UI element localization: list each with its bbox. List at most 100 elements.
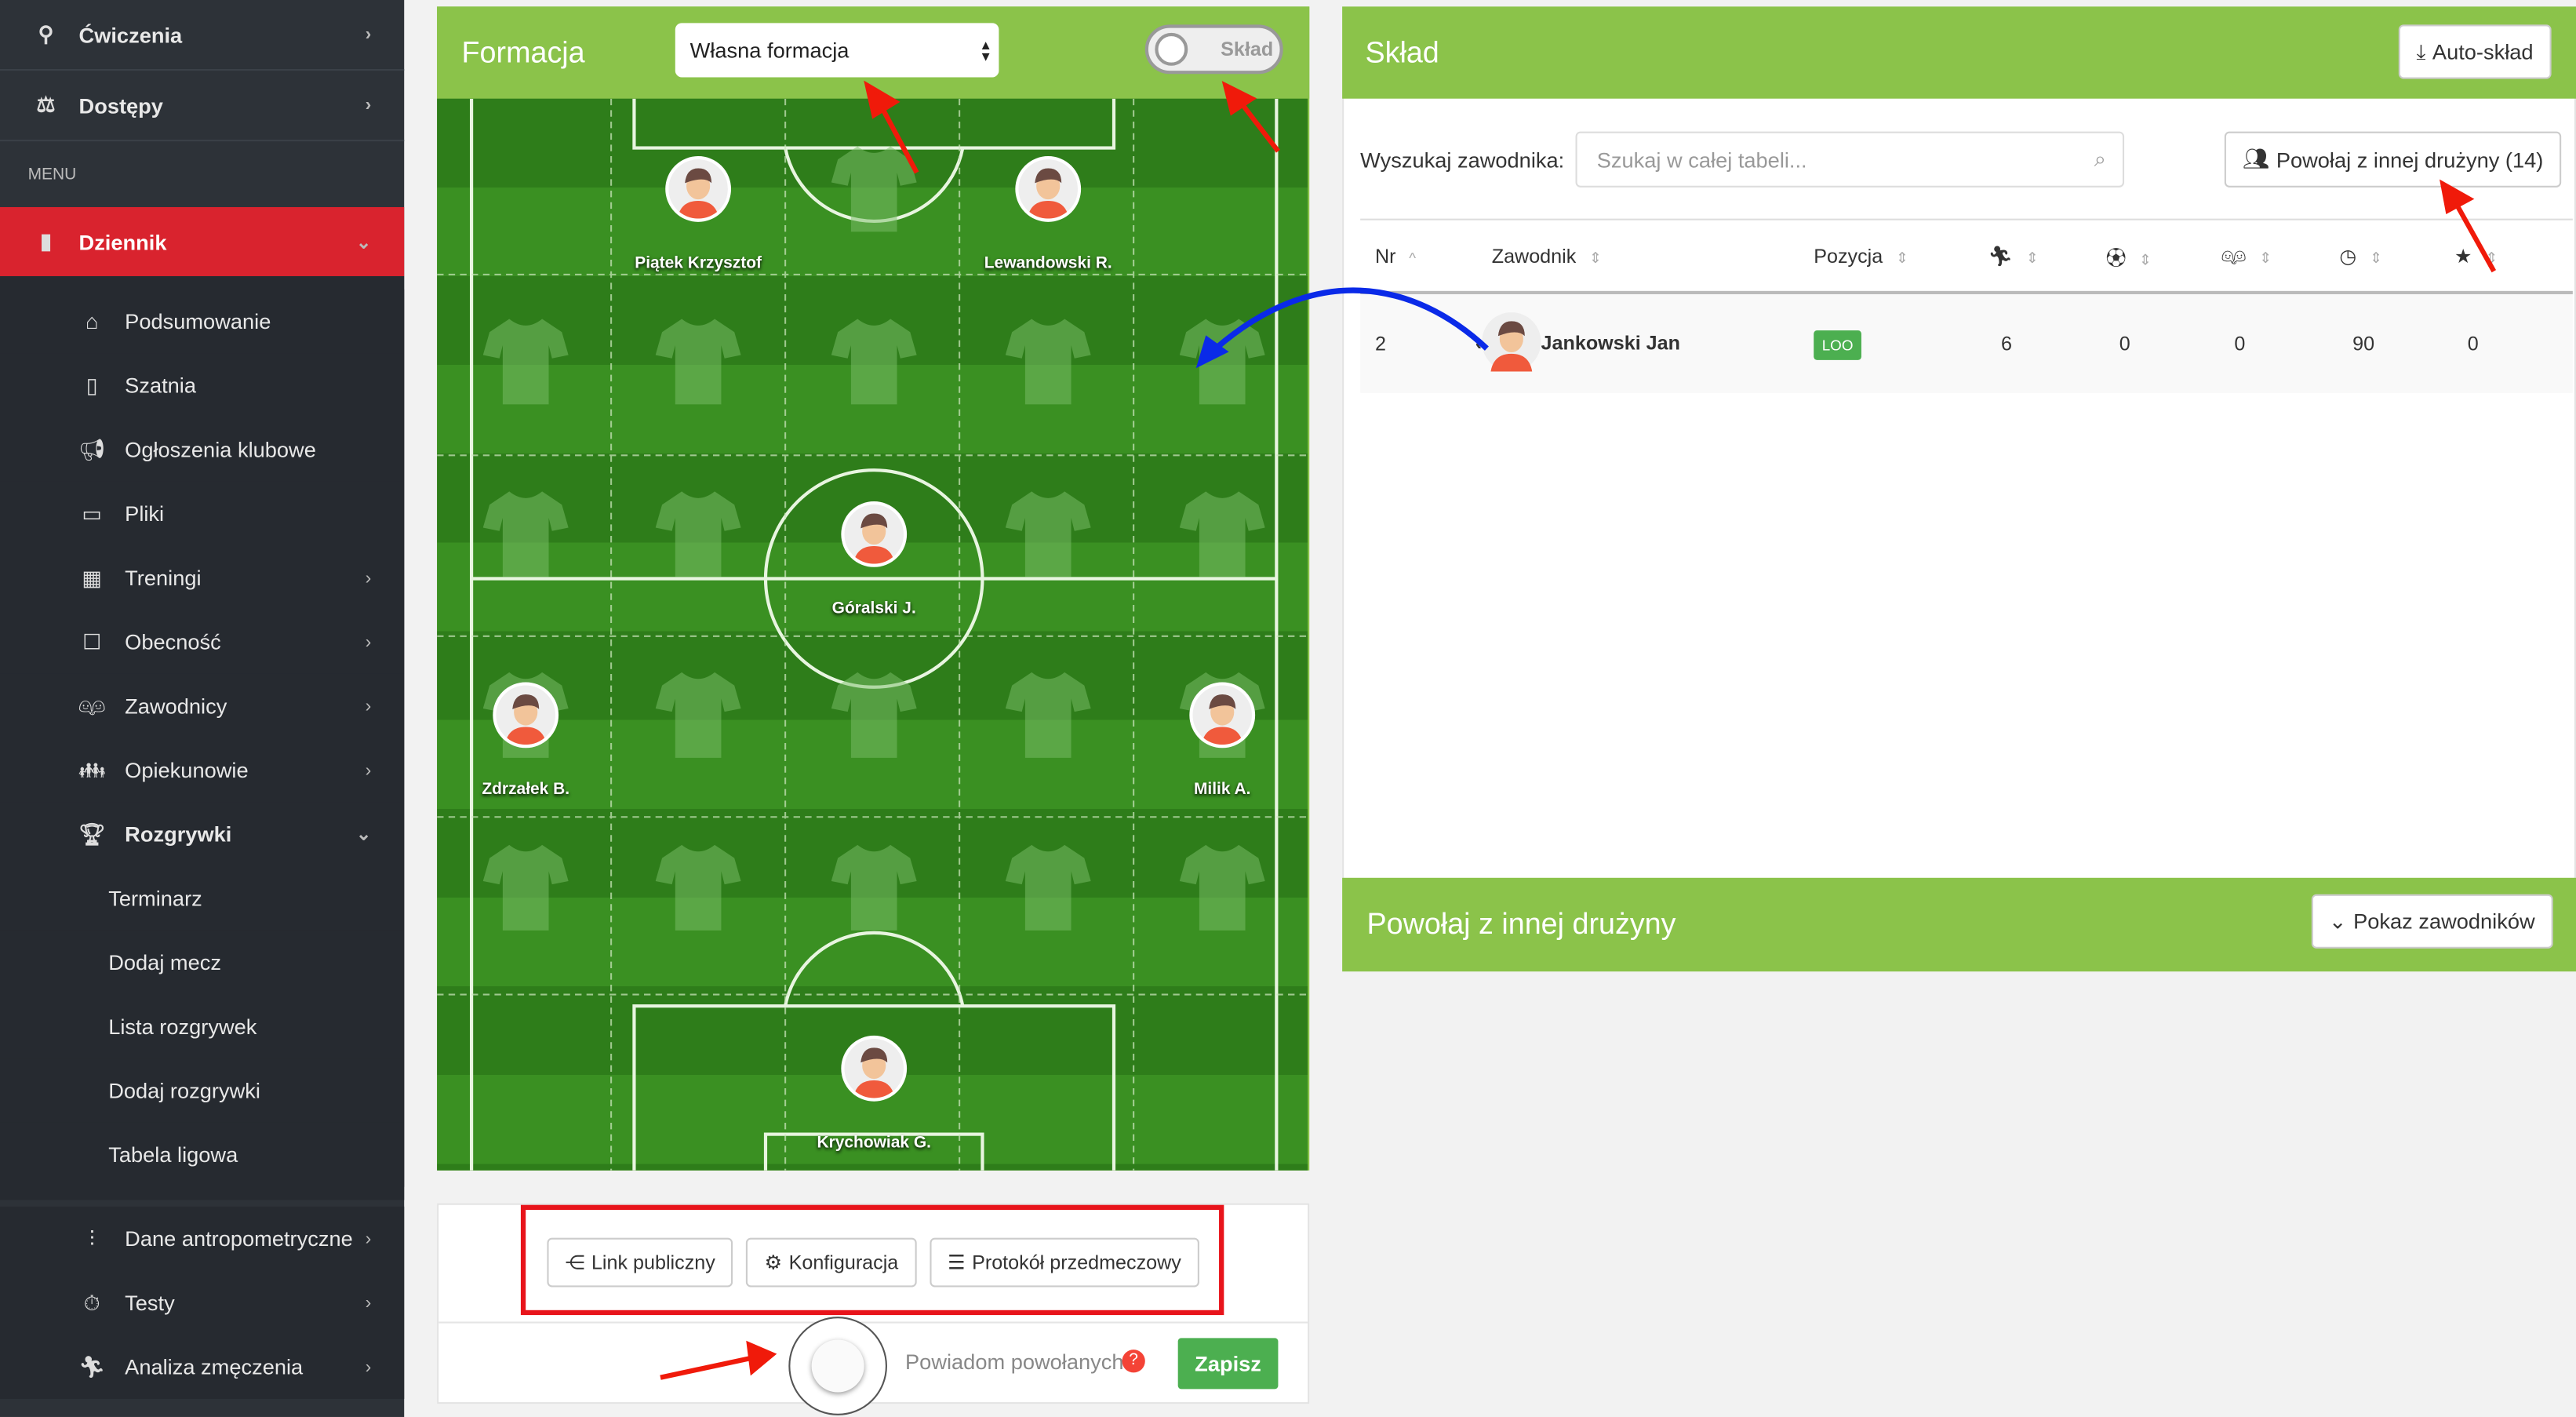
empty-position-jersey[interactable] [482, 315, 569, 407]
sidebar-subitem[interactable]: Lista rozgrywek [0, 994, 405, 1059]
column-header[interactable]: ◷ ⇕ [2339, 245, 2454, 268]
list-icon: ☰ [948, 1251, 966, 1274]
chevron-right-icon: › [365, 95, 372, 115]
empty-position-jersey[interactable] [1005, 488, 1091, 580]
users-icon: 👥︎ [2242, 146, 2270, 171]
button-label: Pokaz zawodników [2353, 909, 2535, 934]
players-icon: 👫︎ [78, 693, 106, 718]
stopwatch-icon: ⏱︎ [83, 1289, 100, 1315]
public-link-button[interactable]: ⋲ Link publiczny [547, 1237, 733, 1288]
call-from-other-team-button[interactable]: 👥︎ Powołaj z innej drużyny (14) [2224, 131, 2562, 188]
sidebar-subitem[interactable]: Tabela ligowa [0, 1122, 405, 1187]
player-marker[interactable] [841, 1035, 908, 1102]
chevron-circle-icon: ⌄ [2328, 908, 2347, 933]
sidebar-item-access[interactable]: ⚖ Dostępy › [0, 71, 405, 142]
player-marker[interactable] [1189, 682, 1256, 749]
sidebar-item[interactable]: ⫶ Dane antropometryczne › [0, 1206, 405, 1271]
sidebar-item-label: Pliki [125, 501, 165, 526]
sidebar-item-label: Tabela ligowa [108, 1142, 238, 1167]
column-header[interactable]: 👬︎ ⇕ [2221, 245, 2340, 268]
empty-position-jersey[interactable] [655, 315, 741, 407]
notify-label: Powiadom powołanych [905, 1350, 1124, 1375]
squad-toggle[interactable]: Skład [1144, 24, 1283, 75]
help-icon[interactable]: ? [1122, 1350, 1145, 1373]
player-marker[interactable] [493, 682, 559, 749]
sidebar-item-label: Dostępy [78, 93, 163, 118]
sidebar-item-label: Dodaj mecz [108, 949, 221, 975]
home-icon: ⌂ [86, 308, 99, 334]
sidebar-item[interactable]: ▦ Treningi › [0, 545, 405, 610]
sidebar-subitem[interactable]: Dodaj mecz [0, 930, 405, 995]
sidebar-item[interactable]: 🏃︎ Analiza zmęczenia › [0, 1335, 405, 1399]
player-marker[interactable] [665, 156, 732, 222]
sidebar-item[interactable]: ☐ Obecność › [0, 610, 405, 674]
sidebar-subitem[interactable]: Terminarz [0, 866, 405, 931]
search-label: Wyszukaj zawodnika: [1360, 148, 1565, 173]
column-header[interactable]: 🏃︎ ⇕ [1988, 245, 2106, 268]
notify-toggle[interactable] [788, 1317, 887, 1415]
sort-icon: ⇕ [1896, 250, 1908, 267]
sidebar-item[interactable]: ⏱︎ Testy › [0, 1270, 405, 1335]
empty-position-jersey[interactable] [1179, 842, 1265, 934]
column-header[interactable]: ⚽︎ ⇕ [2106, 242, 2221, 271]
sort-icon: ^ [1409, 250, 1417, 267]
empty-position-jersey[interactable] [482, 842, 569, 934]
save-label: Zapisz [1195, 1351, 1261, 1376]
chevron-right-icon: › [365, 567, 372, 588]
sidebar-item[interactable]: ▭ Pliki [0, 481, 405, 546]
show-players-button[interactable]: ⌄ Pokaz zawodników [2310, 894, 2553, 949]
empty-position-jersey[interactable] [655, 669, 741, 761]
empty-position-jersey[interactable] [1179, 488, 1265, 580]
sidebar-item[interactable]: ⌂ Podsumowanie [0, 289, 405, 354]
player-name: Zdrzałek B. [482, 781, 570, 800]
sidebar-item[interactable]: 👪︎ Opiekunowie › [0, 738, 405, 803]
table-row[interactable]: 2 ‹ Jankowski Jan LOO 6 0 0 90 0 [1360, 294, 2573, 393]
sidebar-item-games[interactable]: 🏆︎ Rozgrywki ⌄ [0, 802, 405, 867]
player-name: Milik A. [1193, 781, 1251, 800]
sidebar-item[interactable]: ▯ Szatnia [0, 353, 405, 418]
empty-position-jersey[interactable] [1179, 315, 1265, 407]
save-button[interactable]: Zapisz [1177, 1338, 1279, 1390]
formation-select[interactable]: Własna formacja ▲ ▼ [675, 23, 999, 78]
sidebar-subitem[interactable]: Dodaj rozgrywki [0, 1058, 405, 1123]
rating-icon: ★ [2454, 245, 2472, 268]
empty-position-jersey[interactable] [831, 315, 917, 407]
column-header[interactable]: Pozycja ⇕ [1797, 245, 1988, 268]
sidebar-item[interactable]: 📢︎ Ogłoszenia klubowe [0, 417, 405, 482]
sidebar-item-label: Treningi [125, 565, 202, 591]
column-label: Zawodnik [1491, 245, 1577, 268]
checklist-icon: ☐ [82, 628, 102, 654]
button-label: Powołaj z innej drużyny (14) [2276, 147, 2544, 172]
sidebar-item[interactable]: 👫︎ Zawodnicy › [0, 673, 405, 738]
column-label: Pozycja [1814, 245, 1883, 268]
player-marker[interactable] [841, 501, 908, 567]
column-header[interactable]: Nr ^ [1360, 245, 1475, 268]
protocol-button[interactable]: ☰ Protokół przedmeczowy [930, 1237, 1199, 1288]
player-marker[interactable] [1015, 156, 1082, 222]
sidebar-item-label: Zawodnicy [125, 694, 227, 719]
column-header[interactable]: ★ ⇕ [2454, 245, 2553, 268]
search-input[interactable]: Szukaj w całej tabeli... ⌕ [1575, 131, 2125, 188]
empty-position-jersey[interactable] [1005, 669, 1091, 761]
empty-position-jersey[interactable] [831, 669, 917, 761]
empty-position-jersey[interactable] [655, 488, 741, 580]
configuration-button[interactable]: ⚙ Konfiguracja [746, 1237, 917, 1288]
auto-squad-button[interactable]: ⤓ Auto-skład [2398, 24, 2552, 79]
ruler-icon: ⫶ [89, 1225, 95, 1251]
remove-arrow-icon[interactable]: ‹ [1475, 330, 1483, 354]
empty-position-jersey[interactable] [831, 143, 917, 235]
other-team-title: Powołaj z innej drużyny [1366, 907, 1676, 941]
empty-position-jersey[interactable] [1005, 315, 1091, 407]
megaphone-icon: 📢︎ [78, 436, 106, 461]
chevron-down-icon: ⌄ [356, 232, 372, 253]
empty-position-jersey[interactable] [655, 842, 741, 934]
sidebar-item-exercises[interactable]: ⚲ Ćwiczenia › [0, 0, 405, 71]
sidebar-item-label: Dane antropometryczne [125, 1226, 353, 1251]
search-placeholder: Szukaj w całej tabeli... [1596, 147, 1807, 172]
sidebar-item-label: Szatnia [125, 373, 197, 399]
column-header[interactable]: Zawodnik ⇕ [1475, 245, 1798, 268]
sidebar-item-journal[interactable]: ▮ Dziennik ⌄ [0, 206, 405, 276]
empty-position-jersey[interactable] [831, 842, 917, 934]
empty-position-jersey[interactable] [1005, 842, 1091, 934]
empty-position-jersey[interactable] [482, 488, 569, 580]
